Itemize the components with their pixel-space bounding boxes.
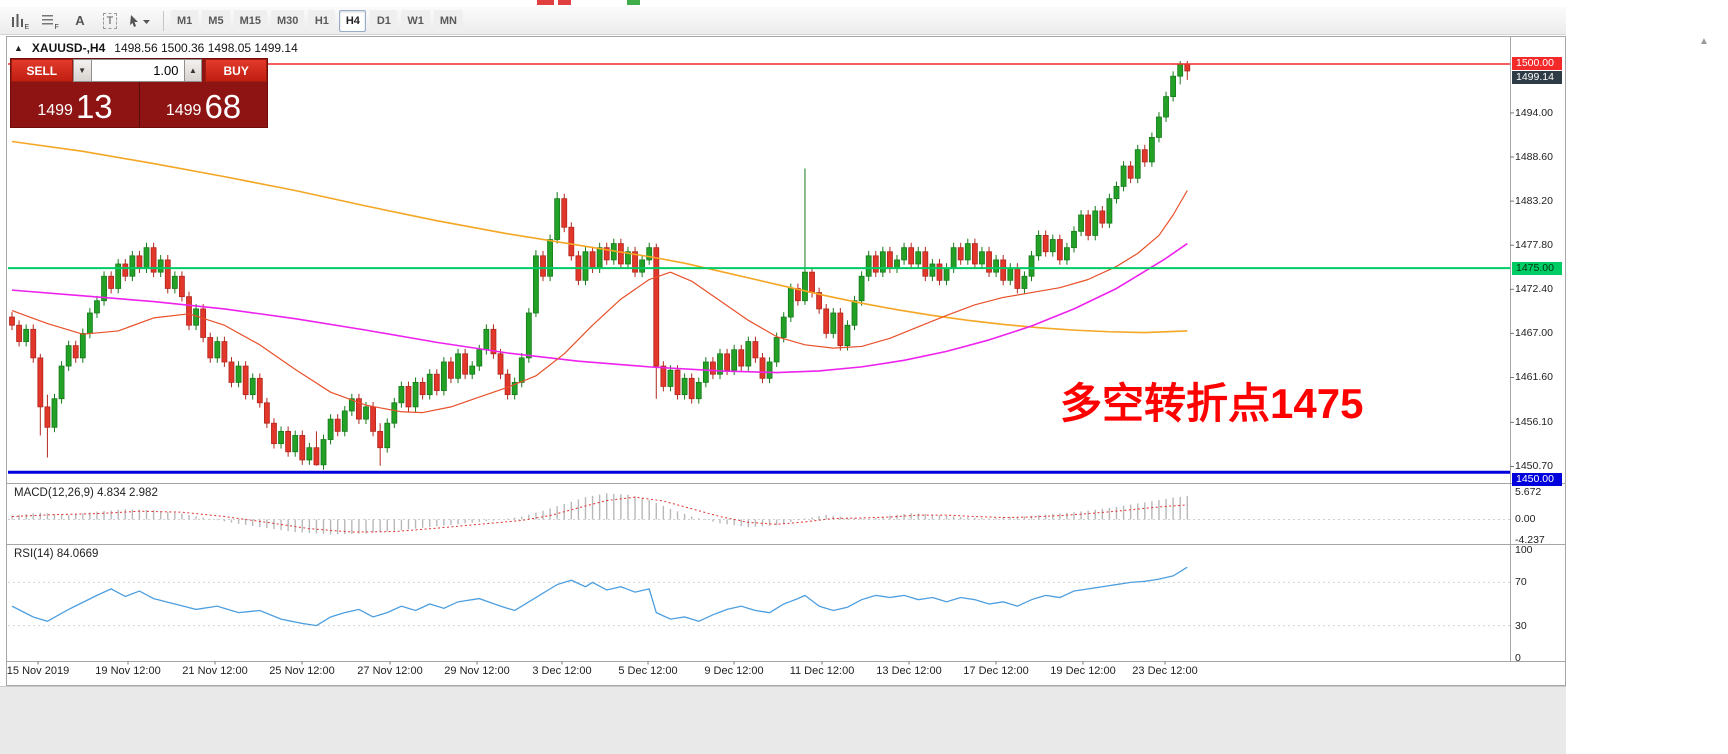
toolbar-separator <box>163 10 164 31</box>
time-axis-label[interactable]: 21 Nov 12:00 <box>182 665 248 677</box>
time-axis-label[interactable]: 5 Dec 12:00 <box>618 665 678 677</box>
time-axis-label[interactable]: 11 Dec 12:00 <box>789 665 855 677</box>
svg-text:E: E <box>25 24 30 30</box>
timeframe-button-d1[interactable]: D1 <box>370 9 398 32</box>
chart-symbol: XAUUSD-,H4 <box>31 41 106 55</box>
rsi-axis-label[interactable]: 0 <box>1515 652 1521 664</box>
rsi-axis-label[interactable]: 30 <box>1515 619 1527 632</box>
price-axis-label[interactable]: 1472.40 <box>1515 283 1553 296</box>
one-click-trading-panel: SELL ▼ ▲ BUY 1499 13 1499 68 <box>10 58 268 128</box>
timeframe-button-m15[interactable]: M15 <box>233 9 267 32</box>
time-axis-label[interactable]: 19 Nov 12:00 <box>95 665 161 677</box>
buy-button[interactable]: BUY <box>205 59 267 82</box>
time-axis-label[interactable]: 25 Nov 12:00 <box>269 665 335 677</box>
price-axis-label[interactable]: 1483.20 <box>1515 195 1553 208</box>
time-axis-label[interactable]: 27 Nov 12:00 <box>357 665 423 677</box>
volume-spin-up-icon[interactable]: ▲ <box>183 59 203 82</box>
timeframe-button-m30[interactable]: M30 <box>270 9 305 32</box>
top-artifact-mark <box>537 0 554 5</box>
price-badge-1499.14: 1499.14 <box>1512 71 1562 85</box>
price-axis-label[interactable]: 1494.00 <box>1515 106 1553 119</box>
volume-input[interactable] <box>91 59 184 82</box>
collapse-one-click-icon[interactable]: ▲ <box>14 43 23 53</box>
chart-ohlc-values: 1498.56 1500.36 1498.05 1499.14 <box>114 41 298 55</box>
time-axis-label[interactable]: 13 Dec 12:00 <box>876 665 942 677</box>
time-axis-label[interactable]: 29 Nov 12:00 <box>444 665 510 677</box>
macd-axis-label[interactable]: 0.00 <box>1515 513 1536 526</box>
timeframe-button-m1[interactable]: M1 <box>171 9 199 32</box>
top-artifact-mark <box>627 0 640 5</box>
price-axis-label[interactable]: 1450.70 <box>1515 460 1553 473</box>
timeframe-button-w1[interactable]: W1 <box>401 9 430 32</box>
bid-price-big: 13 <box>75 88 113 125</box>
sell-button[interactable]: SELL <box>11 59 73 82</box>
bar-chart-e-icon[interactable]: E <box>6 10 34 32</box>
bottom-panel-area <box>0 686 1566 754</box>
ask-price: 1499 68 <box>139 82 267 127</box>
price-axis-label[interactable]: 1488.60 <box>1515 151 1553 164</box>
time-axis-label[interactable]: 19 Dec 12:00 <box>1050 665 1116 677</box>
price-badge-1475.00: 1475.00 <box>1512 261 1562 275</box>
macd-axis-label[interactable]: 5.672 <box>1515 485 1542 498</box>
chart-annotation: 多空转折点1475 <box>1060 380 1364 427</box>
chart-window[interactable] <box>6 36 1566 686</box>
levels-f-icon[interactable]: F <box>36 10 64 32</box>
timeframe-button-mn[interactable]: MN <box>433 9 463 32</box>
bid-price: 1499 13 <box>11 82 139 127</box>
chart-title: ▲ XAUUSD-,H4 1498.56 1500.36 1498.05 149… <box>14 41 298 55</box>
price-badge-1500.00: 1500.00 <box>1512 57 1562 71</box>
top-artifact-mark <box>558 0 571 5</box>
svg-text:F: F <box>55 24 59 30</box>
timeframe-button-h1[interactable]: H1 <box>308 9 336 32</box>
rsi-label: RSI(14) 84.0669 <box>14 548 99 560</box>
bid-price-small: 1499 <box>37 102 73 119</box>
rsi-axis-label[interactable]: 100 <box>1515 544 1533 556</box>
time-axis-label[interactable]: 23 Dec 12:00 <box>1132 665 1198 677</box>
macd-label: MACD(12,26,9) 4.834 2.982 <box>14 487 158 499</box>
timeframe-button-m5[interactable]: M5 <box>202 9 230 32</box>
price-axis-label[interactable]: 1461.60 <box>1515 371 1553 384</box>
time-axis-label[interactable]: 15 Nov 2019 <box>6 665 70 677</box>
macd-axis-label[interactable]: -4.237 <box>1515 533 1545 546</box>
cursor-tool-icon[interactable] <box>126 10 154 32</box>
font-a-icon[interactable]: A <box>75 13 85 28</box>
volume-dropdown-icon[interactable]: ▼ <box>72 59 92 82</box>
ask-price-small: 1499 <box>165 102 202 119</box>
price-axis-label[interactable]: 1456.10 <box>1515 416 1553 429</box>
price-axis-label[interactable]: 1467.00 <box>1515 327 1553 340</box>
ask-price-big: 68 <box>204 88 242 125</box>
timeframe-button-h4[interactable]: H4 <box>339 9 367 32</box>
price-badge-1450.00: 1450.00 <box>1512 473 1562 487</box>
time-axis-label[interactable]: 9 Dec 12:00 <box>704 665 764 677</box>
text-label-t-icon[interactable]: T <box>96 10 124 32</box>
time-axis-label[interactable]: 3 Dec 12:00 <box>532 665 592 677</box>
price-axis-label[interactable]: 1477.80 <box>1515 239 1553 252</box>
page-artifact-triangle: ▲ <box>1699 36 1709 47</box>
time-axis-label[interactable]: 17 Dec 12:00 <box>963 665 1029 677</box>
rsi-axis-label[interactable]: 70 <box>1515 576 1527 589</box>
